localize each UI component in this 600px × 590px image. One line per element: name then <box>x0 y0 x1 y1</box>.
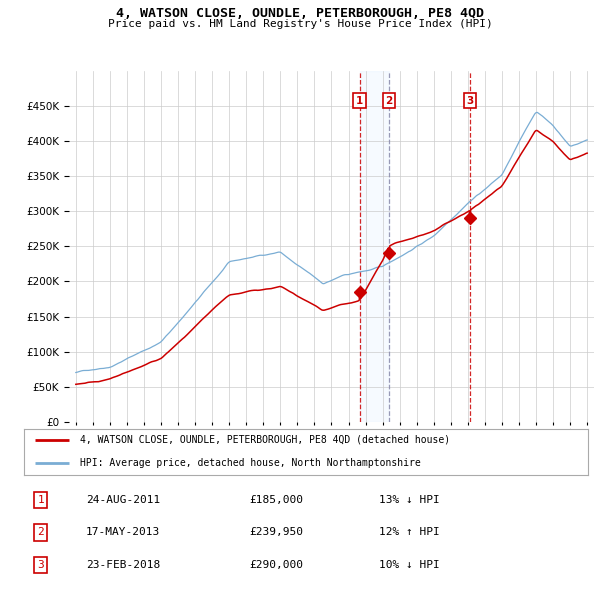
Text: Price paid vs. HM Land Registry's House Price Index (HPI): Price paid vs. HM Land Registry's House … <box>107 19 493 29</box>
Text: 17-MAY-2013: 17-MAY-2013 <box>86 527 160 537</box>
Text: 2: 2 <box>38 527 44 537</box>
Text: 13% ↓ HPI: 13% ↓ HPI <box>379 495 440 504</box>
Bar <box>359 71 389 422</box>
Text: 24-AUG-2011: 24-AUG-2011 <box>86 495 160 504</box>
Text: 3: 3 <box>467 96 474 106</box>
Text: 23-FEB-2018: 23-FEB-2018 <box>86 560 160 570</box>
Text: 10% ↓ HPI: 10% ↓ HPI <box>379 560 440 570</box>
Text: 1: 1 <box>38 495 44 504</box>
Text: HPI: Average price, detached house, North Northamptonshire: HPI: Average price, detached house, Nort… <box>80 458 421 468</box>
Text: £290,000: £290,000 <box>250 560 304 570</box>
Text: £185,000: £185,000 <box>250 495 304 504</box>
Text: 4, WATSON CLOSE, OUNDLE, PETERBOROUGH, PE8 4QD: 4, WATSON CLOSE, OUNDLE, PETERBOROUGH, P… <box>116 7 484 20</box>
Text: 12% ↑ HPI: 12% ↑ HPI <box>379 527 440 537</box>
Text: 1: 1 <box>356 96 363 106</box>
Text: £239,950: £239,950 <box>250 527 304 537</box>
Text: 2: 2 <box>385 96 393 106</box>
Text: 4, WATSON CLOSE, OUNDLE, PETERBOROUGH, PE8 4QD (detached house): 4, WATSON CLOSE, OUNDLE, PETERBOROUGH, P… <box>80 435 451 445</box>
Text: 3: 3 <box>38 560 44 570</box>
